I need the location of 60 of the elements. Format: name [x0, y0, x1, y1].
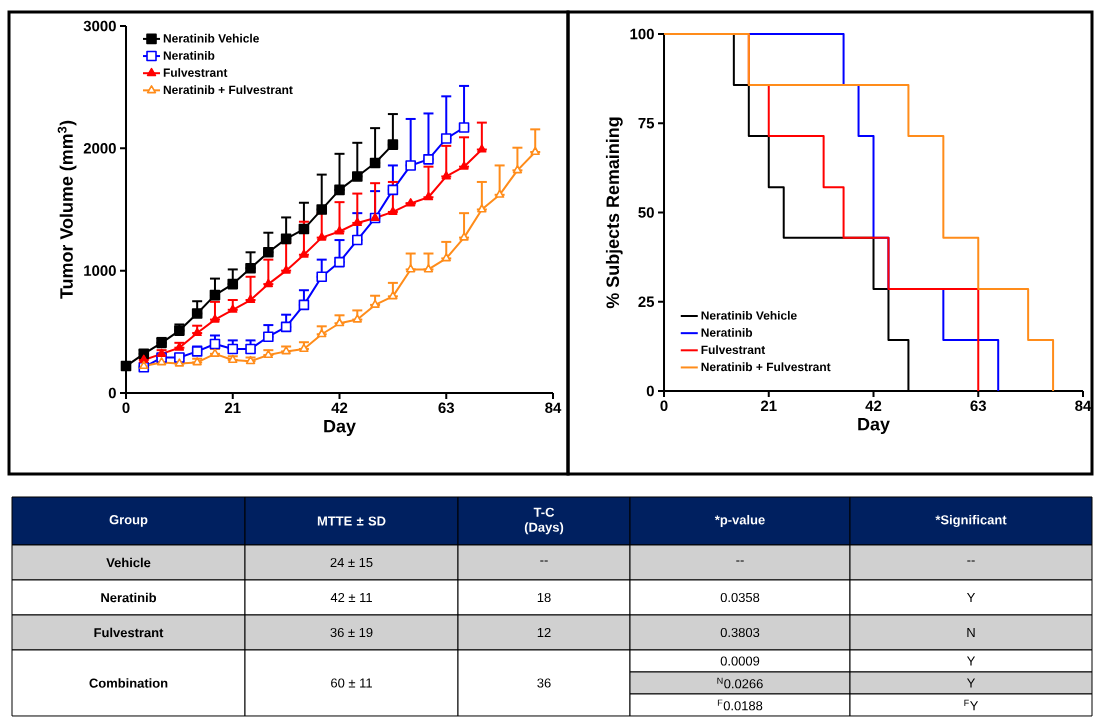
text: 60 ± 11	[331, 678, 372, 688]
text: 0.0009	[720, 656, 760, 666]
text: Fulvestrant	[94, 627, 164, 638]
text: Combination	[89, 678, 168, 688]
category-label: *Significant	[935, 514, 1007, 528]
x-tick-label: 0	[660, 400, 668, 412]
text: --	[736, 560, 744, 562]
x-tick-label: 63	[970, 400, 987, 412]
legend-label: Neratinib Vehicle	[163, 33, 259, 43]
text: 12	[537, 627, 551, 638]
y-tick-label: 3000	[83, 20, 116, 32]
x-tick-label: 42	[331, 402, 348, 413]
text: Y	[966, 656, 976, 666]
y-axis-title: Tumor Volume (mm$^{3}$)	[57, 120, 77, 299]
text: 36	[537, 678, 551, 688]
legend-label: Fulvestrant	[701, 345, 766, 354]
text: 0.3803	[720, 627, 760, 638]
text: Y	[966, 593, 976, 602]
text: --	[540, 560, 548, 562]
y-tick-label: 25	[638, 296, 655, 308]
text: Vehicle	[106, 557, 151, 568]
y-tick-label: 75	[638, 118, 655, 129]
text: 18	[537, 592, 551, 603]
y-tick-label: 1000	[84, 265, 116, 276]
x-tick-label: 21	[760, 400, 777, 411]
legend-label: Neratinib	[701, 328, 753, 337]
legend-label: Fulvestrant	[163, 68, 228, 77]
x-tick-label: 63	[438, 402, 455, 414]
category-label: MTTE ± SD	[317, 516, 386, 526]
legend-label: Neratinib + Fulvestrant	[701, 362, 831, 372]
x-tick-label: 42	[865, 400, 882, 411]
legend-label: Neratinib	[163, 50, 215, 60]
x-axis-title: Day	[858, 417, 890, 434]
x-tick-label: 0	[122, 402, 130, 414]
y-tick-label: 0	[108, 387, 116, 399]
text: $^{F}$0.0188	[717, 699, 763, 711]
text: 36 ± 19	[330, 627, 373, 638]
x-tick-label: 21	[224, 402, 241, 413]
text: $^{N}$0.0266	[717, 677, 763, 689]
text: 42 ± 11	[330, 592, 372, 603]
text: N	[967, 628, 975, 637]
text: $^{F}$Y	[964, 699, 979, 711]
category-label: *p-value	[714, 514, 765, 528]
text: --	[967, 560, 975, 562]
legend-label: Neratinib Vehicle	[701, 310, 797, 320]
x-tick-label: 84	[1075, 400, 1092, 412]
text: Neratinib	[101, 592, 157, 603]
category-label: Group	[109, 515, 148, 527]
legend-label: Neratinib + Fulvestrant	[163, 85, 293, 95]
category-label: T-C (Days)	[524, 507, 564, 535]
y-tick-label: 100	[630, 28, 654, 40]
y-tick-label: 2000	[83, 143, 116, 154]
text: Y	[966, 678, 976, 688]
y-tick-label: 50	[638, 207, 654, 218]
text: 0.0358	[720, 592, 760, 603]
y-axis-title: % Subjects Remaining	[605, 117, 623, 309]
x-tick-label: 84	[545, 402, 562, 414]
y-tick-label: 0	[646, 385, 654, 397]
text: 24 ± 15	[330, 557, 373, 568]
x-axis-title: Day	[324, 419, 356, 436]
